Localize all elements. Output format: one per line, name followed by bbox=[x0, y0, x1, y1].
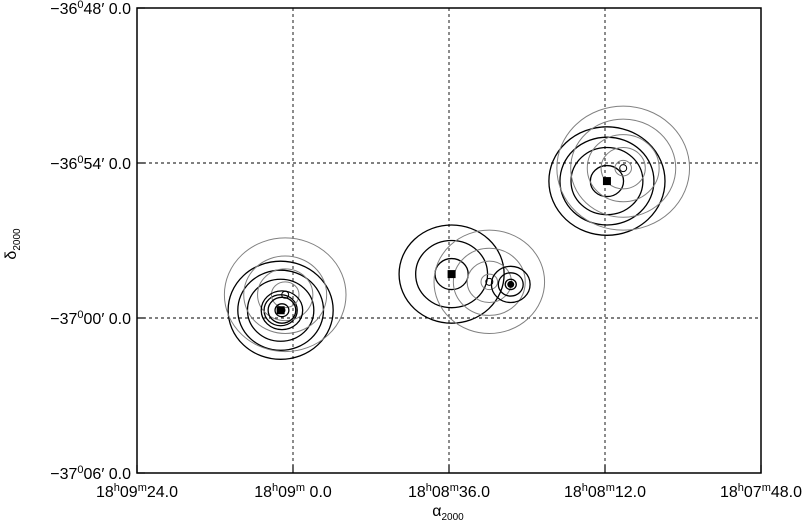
source-marker-open-circle bbox=[485, 277, 494, 286]
x-tick-labels: 18h09m24.0 18h09m 0.0 18h08m36.0 18h08m12.0… bbox=[96, 482, 802, 501]
x-tick-seconds: 0.0 bbox=[305, 484, 332, 501]
error-circle bbox=[586, 134, 660, 203]
error-circle bbox=[614, 159, 632, 177]
error-circle bbox=[504, 278, 517, 291]
y-tick-deg-sup: 0 bbox=[77, 0, 83, 11]
y-tick-degrees: −36 bbox=[50, 1, 77, 18]
x-tick-label: 18h08m36.0 bbox=[408, 482, 490, 501]
x-tick-hours: 18 bbox=[408, 484, 426, 501]
x-tick-m-sup: m bbox=[606, 482, 615, 494]
error-circle bbox=[270, 281, 300, 309]
y-tick-label: −37006′ 0.0 bbox=[50, 464, 131, 483]
x-tick-hours: 18 bbox=[96, 484, 114, 501]
y-tick-label: −37000′ 0.0 bbox=[50, 309, 131, 328]
error-circle bbox=[274, 303, 290, 318]
y-tick-arcmin: 54′ 0.0 bbox=[84, 156, 132, 173]
x-axis-label: α2000 bbox=[432, 503, 464, 523]
x-tick-m-sup: m bbox=[450, 482, 459, 494]
x-tick-h-sup: h bbox=[114, 482, 120, 494]
source-marker-filled-circle bbox=[507, 280, 515, 288]
error-circle bbox=[227, 260, 334, 360]
y-tick-arcmin: 00′ 0.0 bbox=[84, 311, 132, 328]
x-tick-h-sup: h bbox=[738, 482, 744, 494]
x-tick-h-sup: h bbox=[582, 482, 588, 494]
error-circle bbox=[452, 247, 526, 316]
y-tick-labels: −36048′ 0.0−36054′ 0.0−37000′ 0.0−37006′… bbox=[50, 0, 131, 483]
source-marker-square bbox=[602, 177, 611, 186]
error-circle bbox=[556, 105, 691, 231]
error-circles bbox=[223, 105, 691, 360]
x-tick-seconds: 36.0 bbox=[459, 484, 490, 501]
y-tick-arcmin: 06′ 0.0 bbox=[84, 466, 132, 483]
x-tick-h-sup: h bbox=[426, 482, 432, 494]
x-tick-m-sup: m bbox=[138, 482, 147, 494]
x-tick-seconds: 48.0 bbox=[771, 484, 802, 501]
x-tick-label: 18h08m12.0 bbox=[564, 482, 646, 501]
error-circle bbox=[600, 147, 646, 190]
y-tick-degrees: −37 bbox=[50, 311, 77, 328]
source-marker-open-circle bbox=[281, 290, 290, 299]
source-markers bbox=[276, 164, 628, 315]
error-circle bbox=[260, 290, 304, 331]
x-tick-minutes: 09 bbox=[120, 484, 138, 501]
x-tick-minutes: 09 bbox=[278, 484, 296, 501]
error-circle bbox=[257, 268, 314, 322]
x-tick-label: 18h09m 0.0 bbox=[254, 482, 332, 501]
source-marker-open-circle bbox=[619, 164, 628, 173]
source-marker-filled-circle bbox=[278, 306, 286, 314]
source-marker-square bbox=[447, 270, 456, 279]
error-circle bbox=[497, 272, 524, 297]
error-circle bbox=[263, 294, 298, 327]
x-tick-hours: 18 bbox=[720, 484, 738, 501]
y-tick-label: −36054′ 0.0 bbox=[50, 154, 131, 173]
x-tick-minutes: 08 bbox=[432, 484, 450, 501]
error-circle bbox=[223, 237, 347, 353]
x-tick-hours: 18 bbox=[564, 484, 582, 501]
error-circle bbox=[433, 229, 546, 335]
x-axis-label-subscript: 2000 bbox=[442, 512, 465, 523]
x-tick-seconds: 24.0 bbox=[147, 484, 178, 501]
x-tick-label: 18h07m48.0 bbox=[720, 482, 802, 501]
x-tick-minutes: 08 bbox=[588, 484, 606, 501]
y-tick-arcmin: 48′ 0.0 bbox=[84, 1, 132, 18]
x-tick-label: 18h09m24.0 bbox=[96, 482, 178, 501]
y-axis-label: δ2000 bbox=[3, 228, 23, 260]
error-circle bbox=[480, 273, 499, 291]
x-tick-hours: 18 bbox=[254, 484, 272, 501]
error-circle bbox=[243, 255, 328, 334]
y-tick-degrees: −36 bbox=[50, 156, 77, 173]
y-tick-label: −36048′ 0.0 bbox=[50, 0, 131, 18]
x-tick-minutes: 07 bbox=[744, 484, 762, 501]
y-axis-label-subscript: 2000 bbox=[12, 228, 23, 251]
x-tick-m-sup: m bbox=[296, 482, 305, 494]
y-tick-degrees: −37 bbox=[50, 466, 77, 483]
x-tick-h-sup: h bbox=[272, 482, 278, 494]
y-tick-deg-sup: 0 bbox=[77, 154, 83, 166]
error-circle bbox=[570, 118, 677, 218]
error-circle bbox=[559, 136, 655, 226]
x-tick-seconds: 12.0 bbox=[615, 484, 646, 501]
error-circle bbox=[267, 296, 297, 324]
y-tick-deg-sup: 0 bbox=[77, 309, 83, 321]
y-axis-label-symbol: δ bbox=[3, 251, 20, 260]
grid-lines bbox=[136, 7, 762, 474]
x-tick-m-sup: m bbox=[762, 482, 771, 494]
y-tick-deg-sup: 0 bbox=[77, 464, 83, 476]
error-circle bbox=[548, 126, 666, 236]
x-axis-label-symbol: α bbox=[432, 503, 441, 520]
